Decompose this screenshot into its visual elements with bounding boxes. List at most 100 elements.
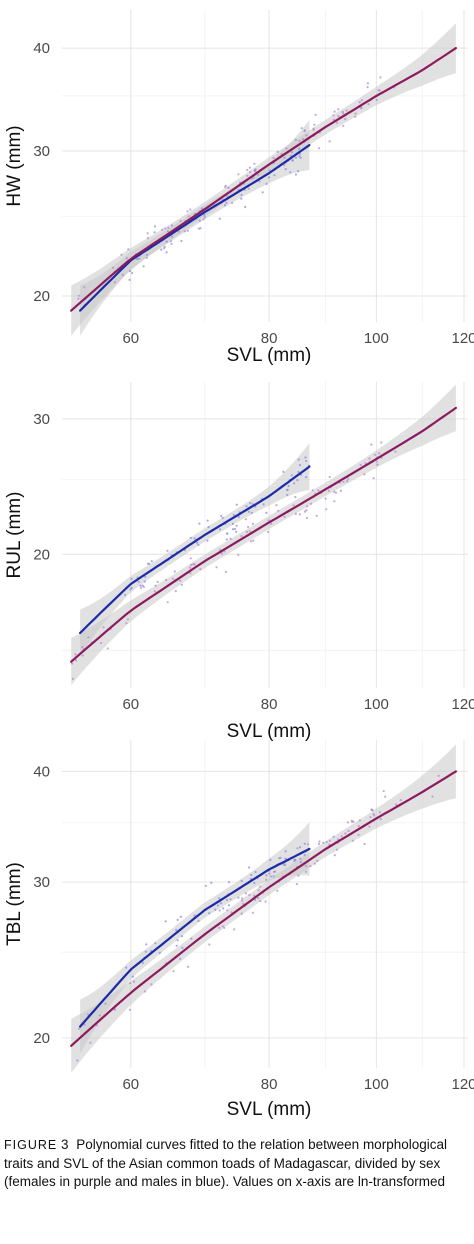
data-point-male <box>145 253 149 256</box>
data-point-male <box>240 193 243 196</box>
data-point-female <box>226 909 229 912</box>
data-point-female <box>283 164 286 167</box>
data-point-female <box>98 1014 101 1017</box>
data-point-female <box>231 201 234 204</box>
data-point-female <box>275 504 278 507</box>
data-point-female <box>363 842 366 846</box>
data-point-female <box>316 859 319 863</box>
data-point-male <box>219 902 223 905</box>
data-point-male <box>227 904 231 907</box>
data-point-male <box>197 919 200 922</box>
data-point-female <box>332 114 335 117</box>
data-point-female <box>347 477 350 480</box>
data-point-female <box>164 227 167 230</box>
data-point-male <box>153 231 156 234</box>
data-point-male <box>148 562 151 565</box>
data-point-female <box>171 577 175 580</box>
data-point-female <box>378 89 381 92</box>
data-point-female <box>267 519 270 522</box>
data-point-male <box>170 224 174 227</box>
data-point-male <box>130 577 133 580</box>
data-point-female <box>303 510 307 513</box>
data-point-female <box>252 539 255 542</box>
data-point-female <box>305 134 308 137</box>
data-point-male <box>282 470 285 473</box>
data-point-female <box>345 109 348 112</box>
data-point-female <box>247 525 250 529</box>
data-point-female <box>186 210 189 213</box>
data-point-male <box>227 881 231 884</box>
data-point-male <box>127 248 130 251</box>
y-tick-label: 40 <box>33 763 50 780</box>
data-point-female <box>225 898 229 902</box>
data-point-male <box>299 156 302 159</box>
data-point-male <box>175 944 178 947</box>
data-point-female <box>83 1023 86 1026</box>
data-point-male <box>269 858 272 862</box>
confidence-band-female <box>71 384 456 685</box>
data-point-female <box>276 889 279 892</box>
data-point-male <box>273 174 276 177</box>
confidence-band-female <box>71 744 456 1073</box>
data-point-female <box>187 215 190 218</box>
x-tick-label: 80 <box>261 1076 278 1093</box>
data-point-female <box>296 847 299 850</box>
data-point-male <box>125 966 128 969</box>
data-point-female <box>186 229 189 232</box>
data-point-male <box>250 511 253 514</box>
data-point-female <box>143 990 147 993</box>
data-point-female <box>367 103 370 106</box>
data-point-male <box>272 875 275 878</box>
data-point-male <box>297 458 300 461</box>
data-point-female <box>378 452 381 455</box>
data-point-male <box>303 842 306 845</box>
data-point-male <box>254 870 257 874</box>
data-point-female <box>375 98 378 101</box>
data-point-female <box>237 173 240 176</box>
x-tick-label: 80 <box>261 696 278 713</box>
data-point-female <box>77 297 80 300</box>
data-point-male <box>303 129 306 132</box>
data-point-female <box>324 497 327 500</box>
data-point-female <box>189 557 192 560</box>
data-point-male <box>287 484 290 488</box>
data-point-female <box>113 281 116 284</box>
data-point-male <box>268 872 271 875</box>
data-point-male <box>290 151 294 154</box>
x-tick-label: 120 <box>451 1076 474 1093</box>
data-point-female <box>298 139 301 142</box>
data-point-male <box>294 138 297 141</box>
data-point-female <box>223 926 226 930</box>
data-point-female <box>240 912 243 915</box>
data-point-male <box>304 476 308 479</box>
data-point-female <box>240 535 243 538</box>
data-point-female <box>87 636 90 639</box>
data-point-male <box>180 935 183 938</box>
data-point-female <box>333 500 336 503</box>
data-point-female <box>342 124 345 127</box>
data-point-male <box>165 251 168 254</box>
data-point-male <box>286 493 289 497</box>
data-point-male <box>248 866 251 869</box>
data-point-female <box>142 265 145 268</box>
data-point-female <box>339 489 342 492</box>
data-point-male <box>284 850 287 853</box>
data-point-female <box>146 237 150 240</box>
data-point-female <box>379 76 382 79</box>
data-point-female <box>131 271 134 275</box>
x-tick-label: 80 <box>261 330 278 347</box>
data-point-male <box>141 961 144 965</box>
data-point-female <box>150 983 153 986</box>
x-tick-label: 100 <box>364 330 389 347</box>
data-point-female <box>74 653 77 656</box>
data-point-male <box>204 884 207 887</box>
data-point-female <box>188 566 192 569</box>
data-point-female <box>437 774 440 777</box>
data-point-female <box>166 601 169 604</box>
data-point-male <box>245 505 248 508</box>
data-point-female <box>81 654 84 657</box>
data-point-male <box>214 908 217 911</box>
data-point-male <box>265 511 268 514</box>
data-point-female <box>304 870 308 873</box>
data-point-female <box>283 515 286 518</box>
